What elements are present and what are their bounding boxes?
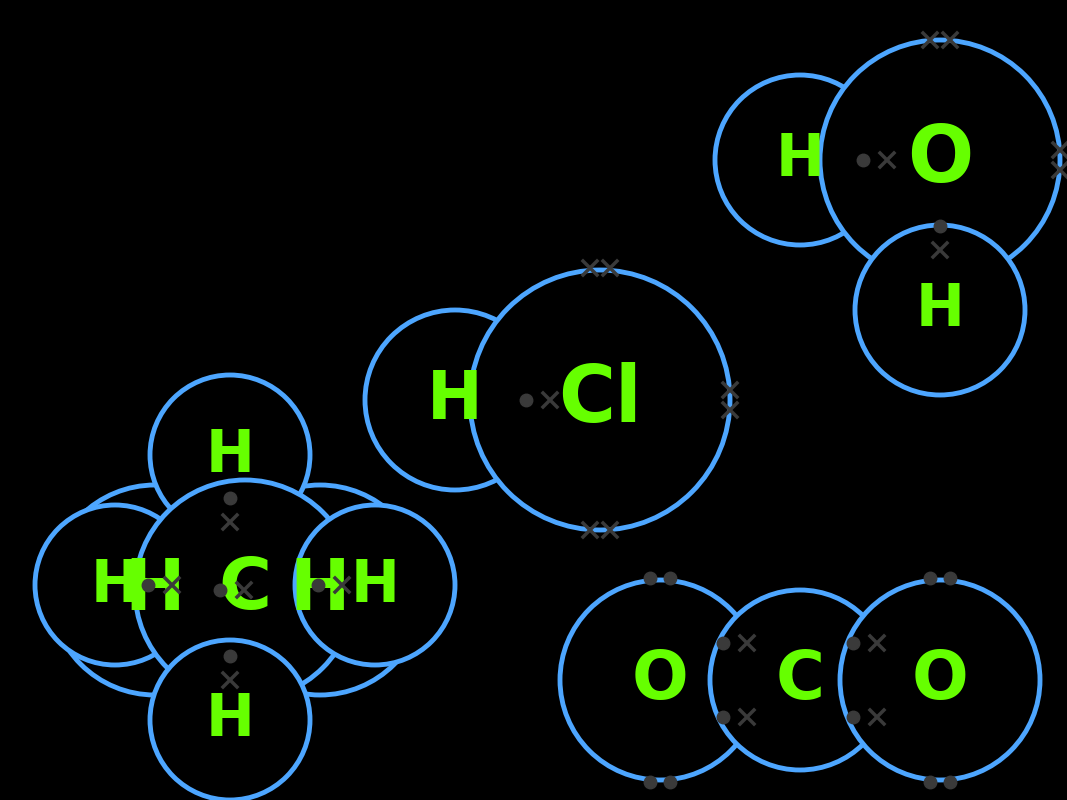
Text: H: H: [776, 131, 825, 189]
Text: O: O: [907, 122, 973, 198]
Circle shape: [821, 40, 1060, 280]
Circle shape: [710, 590, 890, 770]
Text: H: H: [427, 367, 483, 433]
Text: C: C: [776, 647, 825, 713]
Text: Cl: Cl: [558, 362, 642, 438]
Circle shape: [35, 505, 195, 665]
Text: O: O: [911, 647, 969, 713]
Text: H: H: [290, 555, 350, 625]
Text: H: H: [91, 557, 140, 614]
Circle shape: [150, 640, 310, 800]
Text: H: H: [206, 691, 254, 749]
Circle shape: [150, 375, 310, 535]
Circle shape: [294, 505, 455, 665]
Text: H: H: [125, 555, 186, 625]
Text: O: O: [632, 647, 688, 713]
Circle shape: [840, 580, 1040, 780]
Circle shape: [715, 75, 885, 245]
Circle shape: [855, 225, 1025, 395]
Circle shape: [365, 310, 545, 490]
Circle shape: [50, 485, 260, 695]
Circle shape: [469, 270, 730, 530]
Text: H: H: [351, 557, 399, 614]
Circle shape: [136, 480, 355, 700]
Circle shape: [214, 485, 425, 695]
Circle shape: [560, 580, 760, 780]
Text: C: C: [219, 555, 271, 625]
Text: H: H: [206, 426, 254, 483]
Text: H: H: [915, 282, 965, 338]
